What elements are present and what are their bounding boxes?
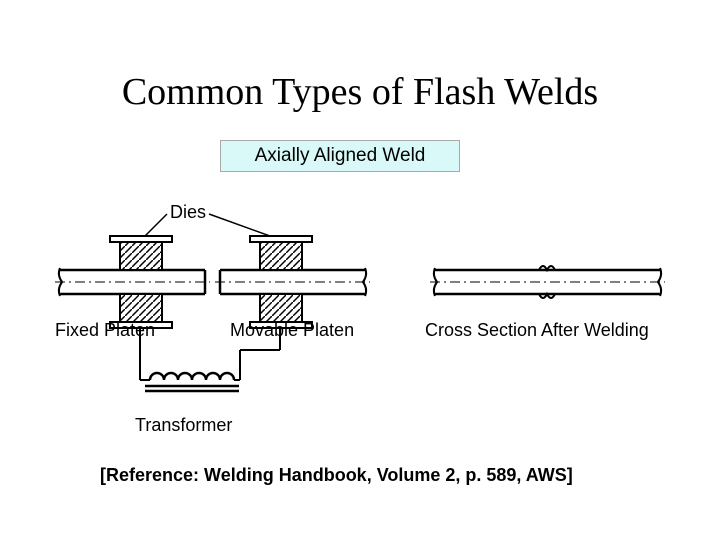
right-rod-left-assy	[215, 268, 370, 296]
welded-rod	[430, 266, 665, 298]
label-transformer: Transformer	[135, 415, 232, 436]
subtitle-box: Axially Aligned Weld	[220, 140, 460, 172]
left-rod	[55, 268, 210, 296]
subtitle-text: Axially Aligned Weld	[255, 145, 426, 167]
label-fixed-platen: Fixed Platen	[55, 320, 155, 341]
transformer-coil	[145, 373, 239, 391]
label-movable-platen: Movable Platen	[230, 320, 354, 341]
schematic-svg	[55, 190, 675, 420]
label-cross-section: Cross Section After Welding	[425, 320, 649, 341]
page-title: Common Types of Flash Welds	[0, 70, 720, 114]
reference-text: [Reference: Welding Handbook, Volume 2, …	[100, 465, 573, 486]
diagram: Dies Fixed Platen Movable Platen Cross S…	[55, 190, 675, 420]
label-dies: Dies	[170, 202, 206, 223]
